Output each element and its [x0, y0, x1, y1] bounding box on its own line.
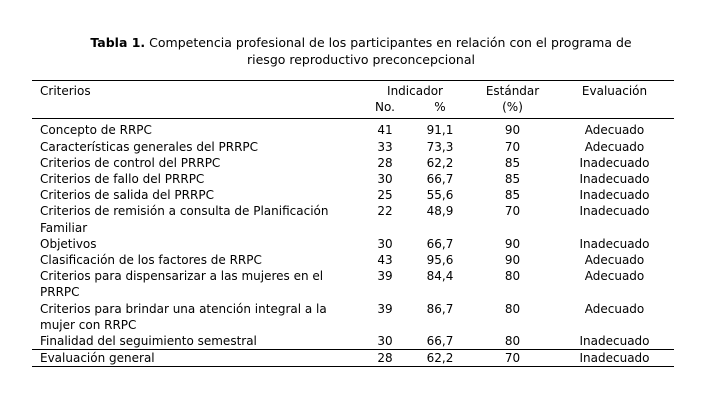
header-evaluacion: Evaluación [581, 84, 648, 98]
cell-estandar: 80 [504, 301, 521, 316]
cell-evaluacion: Adecuado [584, 139, 645, 154]
cell-criterio: Finalidad del seguimiento semestral [40, 334, 257, 349]
header-pct: % [434, 100, 446, 115]
caption-text: Competencia profesional de los participa… [145, 35, 632, 50]
caption-text-2: riesgo reproductivo preconcepcional [247, 52, 475, 67]
cell-criterio: Criterios para brindar una atención inte… [40, 301, 327, 332]
cell-evaluacion: Adecuado [584, 123, 645, 138]
cell-evaluacion: Inadecuado [579, 334, 650, 349]
table-row: Objetivos 30 66,7 90 Inadecuado [32, 236, 674, 252]
table-row: Finalidad del seguimiento semestral 30 66,… [32, 333, 674, 350]
table-row: Criterios de fallo del PRRPC 30 66,7 85 Inad… [32, 171, 674, 187]
table-row-total: Evaluación general 28 62,2 70 Inadecuado [32, 350, 674, 367]
cell-no: 30 [377, 236, 393, 251]
cell-criterio: Clasificación de los factores de RRPC [40, 253, 262, 268]
cell-estandar: 85 [504, 188, 521, 203]
table-caption: Tabla 1. Competencia profesional de los … [0, 34, 722, 68]
cell-no: 28 [377, 155, 393, 170]
cell-pct: 62,2 [426, 351, 454, 366]
table-row: Criterios para brindar una atención inte… [32, 301, 674, 333]
cell-pct: 95,6 [426, 253, 454, 268]
table-row: Criterios de remisión a consulta de Plan… [32, 203, 674, 235]
cell-no: 43 [377, 253, 393, 268]
cell-no: 41 [377, 123, 393, 138]
caption-label: Tabla 1. [90, 35, 146, 50]
cell-pct: 66,7 [426, 236, 454, 251]
header-indicador: Indicador [387, 84, 443, 98]
cell-no: 39 [377, 301, 393, 316]
cell-estandar: 85 [504, 155, 521, 170]
cell-pct: 86,7 [426, 301, 454, 316]
cell-evaluacion: Inadecuado [579, 172, 650, 187]
cell-evaluacion: Inadecuado [579, 351, 650, 366]
cell-estandar: 85 [504, 172, 521, 187]
header-no: No. [375, 100, 395, 115]
table-row: Concepto de RRPC 41 91,1 90 Adecuado [32, 119, 674, 139]
cell-criterio: Evaluación general [40, 351, 155, 366]
header-estandar: Estándar [485, 84, 540, 98]
cell-evaluacion: Inadecuado [579, 188, 650, 203]
cell-pct: 91,1 [426, 123, 454, 138]
cell-criterio: Criterios de fallo del PRRPC [40, 172, 205, 187]
cell-pct: 62,2 [426, 155, 454, 170]
cell-estandar: 90 [504, 123, 521, 138]
cell-estandar: 70 [504, 139, 521, 154]
table-row: Criterios para dispensarizar a las mujer… [32, 268, 674, 300]
cell-estandar: 90 [504, 253, 521, 268]
header-criterios: Criterios [40, 84, 91, 98]
cell-pct: 66,7 [426, 334, 454, 349]
cell-criterio: Criterios de salida del PRRPC [40, 188, 214, 203]
cell-evaluacion: Inadecuado [579, 204, 650, 219]
cell-estandar: 80 [504, 269, 521, 284]
cell-criterio: Criterios de control del PRRPC [40, 155, 221, 170]
cell-no: 25 [377, 188, 393, 203]
table-row: Características generales del PRRPC 33 73,… [32, 139, 674, 155]
cell-no: 39 [377, 269, 393, 284]
cell-pct: 84,4 [426, 269, 454, 284]
competence-table: Criterios Indicador Estándar Evaluación … [32, 80, 675, 367]
cell-pct: 55,6 [426, 188, 454, 203]
cell-estandar: 70 [504, 204, 521, 219]
cell-no: 22 [377, 204, 393, 219]
table-row: Criterios de control del PRRPC 28 62,2 85 In… [32, 155, 674, 171]
table-row: Clasificación de los factores de RRPC 43 9… [32, 252, 674, 268]
cell-pct: 66,7 [426, 172, 454, 187]
cell-evaluacion: Adecuado [584, 253, 645, 268]
cell-estandar: 70 [504, 351, 521, 366]
cell-no: 30 [377, 334, 393, 349]
cell-pct: 73,3 [426, 139, 454, 154]
cell-criterio: Criterios para dispensarizar a las mujer… [40, 269, 324, 300]
cell-criterio: Criterios de remisión a consulta de Plan… [40, 204, 329, 235]
cell-criterio: Características generales del PRRPC [40, 139, 259, 154]
cell-evaluacion: Inadecuado [579, 236, 650, 251]
cell-pct: 48,9 [426, 204, 454, 219]
cell-estandar: 80 [504, 334, 521, 349]
cell-criterio: Concepto de RRPC [40, 123, 152, 138]
cell-no: 28 [377, 351, 393, 366]
cell-no: 30 [377, 172, 393, 187]
cell-evaluacion: Inadecuado [579, 155, 650, 170]
table-row: Criterios de salida del PRRPC 25 55,6 85 Ina… [32, 187, 674, 203]
cell-estandar: 90 [504, 236, 521, 251]
cell-evaluacion: Adecuado [584, 269, 645, 284]
header-estandar-unit: (%) [502, 100, 523, 115]
cell-criterio: Objetivos [40, 236, 97, 251]
cell-no: 33 [377, 139, 393, 154]
cell-evaluacion: Adecuado [584, 301, 645, 316]
